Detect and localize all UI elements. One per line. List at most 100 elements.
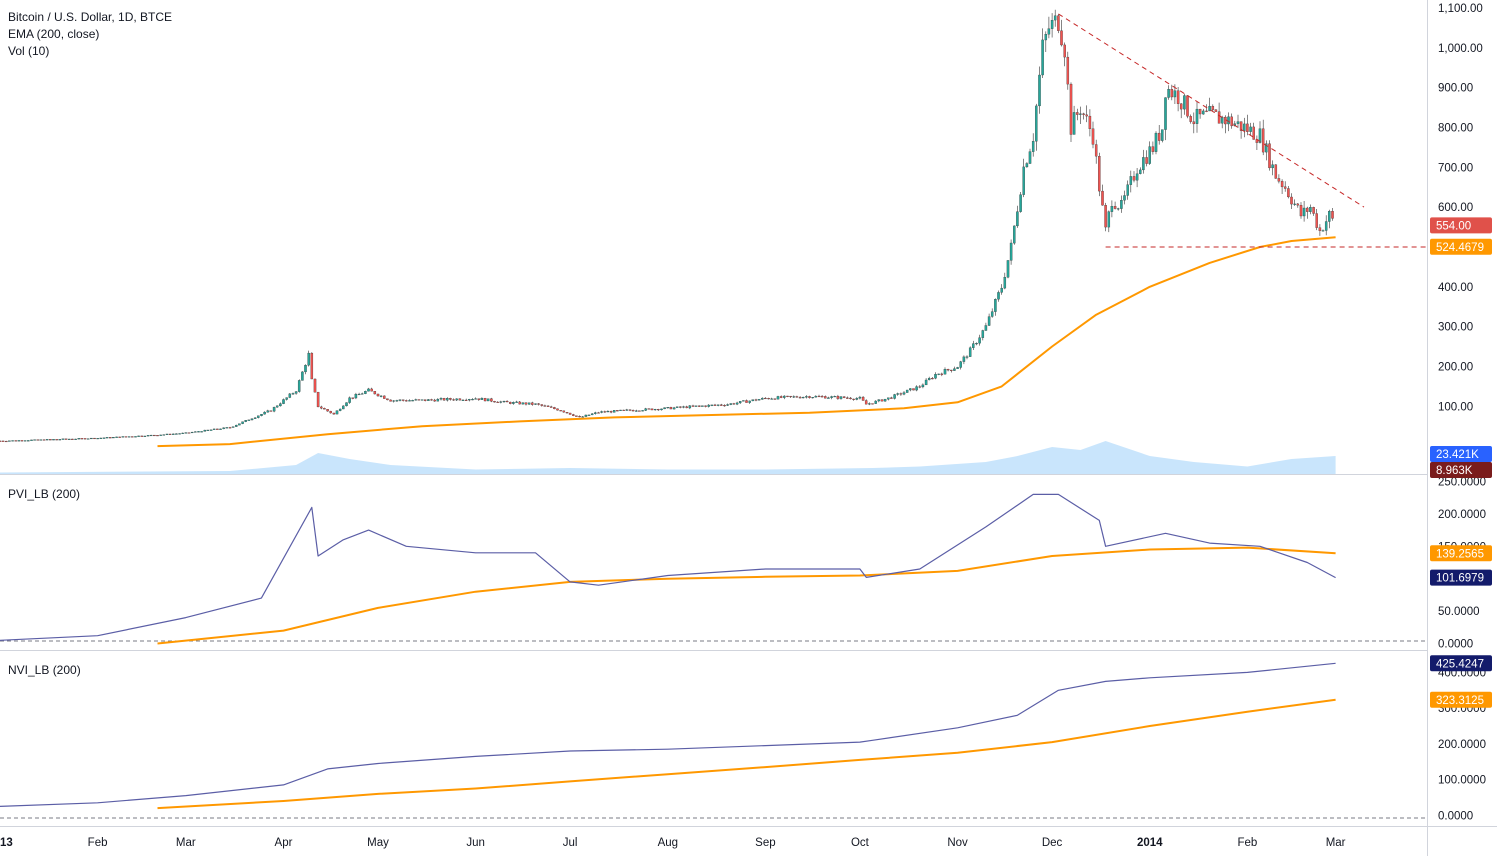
candle-body — [549, 406, 553, 408]
time-axis-label: Aug — [658, 837, 678, 849]
descending-trendline[interactable] — [1058, 13, 1365, 208]
candle-body — [427, 399, 430, 401]
candle-body — [1214, 109, 1218, 112]
candle-body — [594, 412, 597, 414]
nvi-legend[interactable]: NVI_LB (200) — [8, 663, 81, 677]
candle-body — [496, 401, 499, 403]
candle-body — [1265, 143, 1268, 153]
candle-body — [965, 356, 969, 358]
candle-body — [310, 352, 314, 380]
candle-body — [568, 412, 572, 415]
candle-body — [27, 440, 30, 442]
candle-body — [389, 399, 392, 402]
candle-body — [490, 398, 493, 402]
candle-body — [1299, 205, 1303, 217]
nvi-line — [0, 662, 1336, 807]
candle-body — [23, 440, 27, 442]
candle-body — [168, 433, 172, 435]
volume-legend[interactable]: Vol (10) — [8, 44, 49, 58]
candle-body — [159, 434, 162, 436]
candle-body — [1293, 203, 1296, 205]
candle-body — [1031, 141, 1035, 152]
candle-body — [893, 394, 896, 399]
candle-body — [1123, 195, 1126, 201]
candle-body — [732, 403, 736, 405]
candle-body — [1312, 207, 1315, 214]
candle-body — [156, 435, 159, 437]
candle-body — [616, 410, 619, 412]
candle-body — [1321, 230, 1325, 232]
candle-body — [464, 399, 468, 401]
candle-body — [641, 410, 644, 412]
time-axis-label: Feb — [1237, 837, 1257, 849]
candle-body — [871, 403, 874, 405]
candle-body — [181, 432, 184, 434]
candle-body — [250, 418, 254, 421]
candle-body — [833, 396, 836, 398]
candle-body — [1072, 112, 1076, 135]
candle-body — [266, 410, 270, 413]
candle-body — [307, 352, 310, 366]
candle-body — [165, 433, 169, 435]
candle-body — [1205, 110, 1208, 112]
candle-body — [187, 432, 191, 434]
candle-body — [1145, 157, 1148, 164]
volume-tag: 23.421K — [1436, 449, 1479, 461]
lines-layer — [0, 13, 1427, 810]
candle-body — [222, 427, 225, 430]
candle-body — [770, 398, 773, 400]
candle-body — [1258, 128, 1262, 143]
candle-body — [1135, 173, 1139, 181]
candle-body — [861, 396, 865, 401]
candle-body — [959, 361, 962, 368]
candle-body — [1290, 196, 1293, 205]
candle-body — [1176, 90, 1180, 104]
symbol-title[interactable]: Bitcoin / U.S. Dollar, 1D, BTCE — [8, 10, 172, 24]
candle-body — [1283, 186, 1287, 189]
candle-body — [146, 435, 150, 437]
candle-body — [990, 311, 994, 317]
candle-body — [45, 439, 49, 441]
candle-body — [291, 393, 295, 395]
candle-body — [1306, 207, 1309, 212]
candle-body — [1060, 30, 1063, 46]
candle-body — [175, 433, 178, 435]
candle-body — [367, 388, 370, 392]
pvi-line — [0, 493, 1336, 641]
candle-body — [1019, 194, 1022, 212]
candle-body — [631, 410, 635, 412]
candle-body — [1183, 95, 1186, 110]
candle-body — [1, 440, 5, 442]
candle-body — [11, 440, 14, 442]
candle-body — [194, 431, 197, 433]
candle-body — [827, 397, 830, 399]
time-axis-label: Jul — [563, 837, 578, 849]
candle-body — [852, 398, 855, 400]
ema-legend[interactable]: EMA (200, close) — [8, 27, 99, 41]
candle-body — [190, 431, 194, 434]
candle-body — [1173, 90, 1177, 98]
candle-body — [105, 437, 109, 439]
candle-body — [458, 398, 462, 401]
candle-body — [534, 403, 537, 405]
candle-body — [455, 398, 458, 401]
pvi-legend[interactable]: PVI_LB (200) — [8, 487, 80, 501]
candle-body — [1239, 121, 1243, 131]
candle-body — [921, 384, 925, 388]
candle-body — [121, 436, 125, 438]
candle-body — [896, 393, 899, 395]
candle-body — [814, 395, 818, 398]
candle-body — [984, 325, 988, 331]
candle-body — [294, 391, 298, 394]
candle-body — [950, 369, 953, 371]
candle-body — [808, 396, 811, 398]
candle-body — [225, 427, 229, 429]
nvi-axis-label: 0.0000 — [1438, 810, 1473, 822]
candle-body — [647, 408, 651, 410]
time-axis-label: Mar — [1326, 837, 1346, 849]
candle-body — [927, 378, 931, 381]
time-axis-label: Dec — [1042, 837, 1063, 849]
candle-body — [468, 399, 471, 401]
candle-body — [0, 440, 2, 442]
